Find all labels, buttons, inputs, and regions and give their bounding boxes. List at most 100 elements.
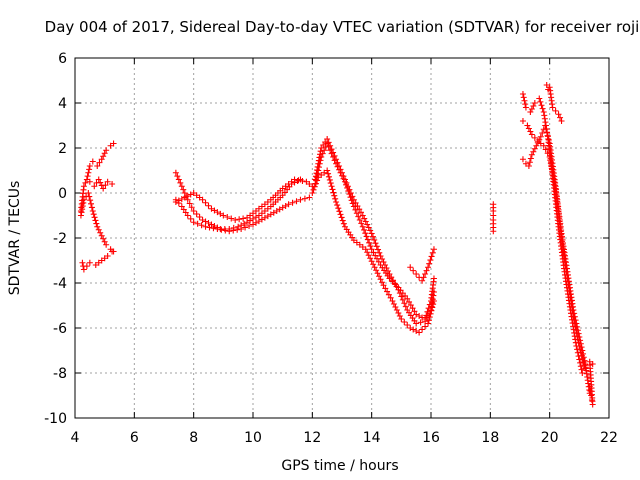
data-point-interp bbox=[352, 206, 359, 213]
data-point-interp bbox=[85, 169, 92, 176]
data-point-interp bbox=[384, 288, 391, 295]
data-point bbox=[531, 100, 538, 106]
data-point-interp bbox=[385, 291, 392, 298]
data-point bbox=[368, 246, 375, 253]
data-point-interp bbox=[196, 214, 203, 220]
data-point-interp bbox=[205, 202, 212, 209]
data-point-interp bbox=[410, 267, 417, 274]
data-point-interp bbox=[236, 216, 243, 223]
data-point-interp bbox=[228, 215, 235, 222]
data-point-interp bbox=[372, 252, 379, 259]
data-point-interp bbox=[331, 192, 338, 199]
data-point-interp bbox=[578, 344, 585, 351]
x-tick-label: 12 bbox=[303, 430, 321, 446]
data-point bbox=[190, 219, 197, 226]
data-point-interp bbox=[389, 278, 396, 285]
data-point-interp bbox=[542, 146, 549, 153]
data-point-interp bbox=[356, 206, 363, 213]
data-point-interp bbox=[361, 215, 368, 222]
data-point-interp bbox=[424, 308, 431, 315]
data-point-interp bbox=[576, 356, 583, 363]
data-point-interp bbox=[337, 169, 344, 176]
series-arc-1b bbox=[77, 190, 117, 255]
data-point-interp bbox=[175, 176, 182, 183]
axis-ticks: 4 6 8 10 12 14 16 18 20 22 -10 -8 -6 -4 -2 0 2 4 6 bbox=[44, 51, 618, 446]
data-point bbox=[425, 320, 432, 327]
data-point-interp bbox=[346, 191, 353, 198]
data-point bbox=[202, 223, 209, 230]
data-point-interp bbox=[377, 276, 384, 283]
data-point-interp bbox=[177, 179, 184, 186]
data-point-interp bbox=[202, 218, 209, 225]
data-point-interp bbox=[574, 327, 581, 334]
data-point-interp bbox=[429, 304, 436, 311]
data-point bbox=[522, 104, 529, 111]
data-point-interp bbox=[80, 199, 87, 206]
data-point-interp bbox=[427, 310, 434, 317]
series-arc-1a bbox=[77, 140, 117, 214]
data-point bbox=[341, 178, 348, 185]
data-point-interp bbox=[87, 197, 94, 204]
data-point-interp bbox=[530, 148, 537, 155]
data-point bbox=[306, 194, 313, 201]
data-point bbox=[103, 147, 110, 154]
data-point-interp bbox=[401, 300, 408, 307]
data-point-interp bbox=[88, 204, 95, 211]
data-point bbox=[285, 201, 292, 208]
data-point-interp bbox=[526, 159, 533, 166]
data-point-interp bbox=[422, 271, 429, 277]
data-point-interp bbox=[194, 220, 201, 227]
y-tick-label: 6 bbox=[58, 51, 67, 67]
y-axis-label: SDTVAR / TECUs bbox=[7, 181, 23, 296]
data-point-interp bbox=[417, 319, 424, 326]
series-arc-3b bbox=[312, 140, 437, 322]
x-axis-label: GPS time / hours bbox=[281, 458, 398, 474]
data-point bbox=[519, 156, 526, 163]
data-point-interp bbox=[79, 206, 86, 213]
data-point bbox=[430, 275, 437, 282]
data-point-interp bbox=[374, 270, 381, 277]
data-point-interp bbox=[340, 220, 347, 227]
data-point bbox=[579, 370, 586, 376]
data-point bbox=[214, 226, 221, 232]
data-point bbox=[490, 228, 497, 235]
data-point-interp bbox=[102, 182, 109, 189]
data-point-interp bbox=[187, 215, 194, 222]
data-point bbox=[398, 316, 405, 322]
y-tick-label: -6 bbox=[53, 321, 67, 337]
data-point bbox=[199, 217, 206, 223]
data-point-interp bbox=[326, 176, 333, 183]
data-point bbox=[528, 131, 535, 138]
data-point-interp bbox=[96, 159, 103, 166]
data-point-interp bbox=[522, 101, 529, 108]
data-point-interp bbox=[86, 166, 93, 173]
x-tick-label: 10 bbox=[244, 430, 262, 446]
data-point-interp bbox=[224, 214, 231, 220]
data-point-interp bbox=[345, 188, 352, 195]
chart-title: Day 004 of 2017, Sidereal Day-to-day VTE… bbox=[45, 18, 640, 36]
data-point bbox=[172, 169, 179, 176]
data-point-interp bbox=[402, 303, 409, 310]
data-point bbox=[77, 212, 84, 219]
data-point-interp bbox=[367, 243, 374, 250]
data-point-interp bbox=[332, 195, 339, 202]
data-point-interp bbox=[218, 226, 225, 233]
data-point-interp bbox=[334, 202, 341, 209]
y-tick-label: 4 bbox=[58, 96, 67, 112]
data-point bbox=[425, 264, 432, 271]
data-point-interp bbox=[580, 350, 587, 357]
data-point bbox=[291, 176, 298, 183]
data-point-interp bbox=[364, 249, 371, 256]
data-point-interp bbox=[362, 230, 369, 237]
data-point-interp bbox=[240, 215, 247, 222]
data-point-interp bbox=[429, 249, 436, 256]
data-point-interp bbox=[312, 180, 319, 187]
data-point-interp bbox=[552, 107, 559, 114]
data-point-interp bbox=[407, 302, 414, 309]
data-point bbox=[91, 183, 98, 190]
data-point-interp bbox=[390, 277, 397, 284]
data-point-interp bbox=[423, 312, 430, 319]
data-point-interp bbox=[295, 177, 302, 184]
series-arc-3a bbox=[312, 136, 437, 327]
series-arc-5d bbox=[543, 82, 565, 124]
